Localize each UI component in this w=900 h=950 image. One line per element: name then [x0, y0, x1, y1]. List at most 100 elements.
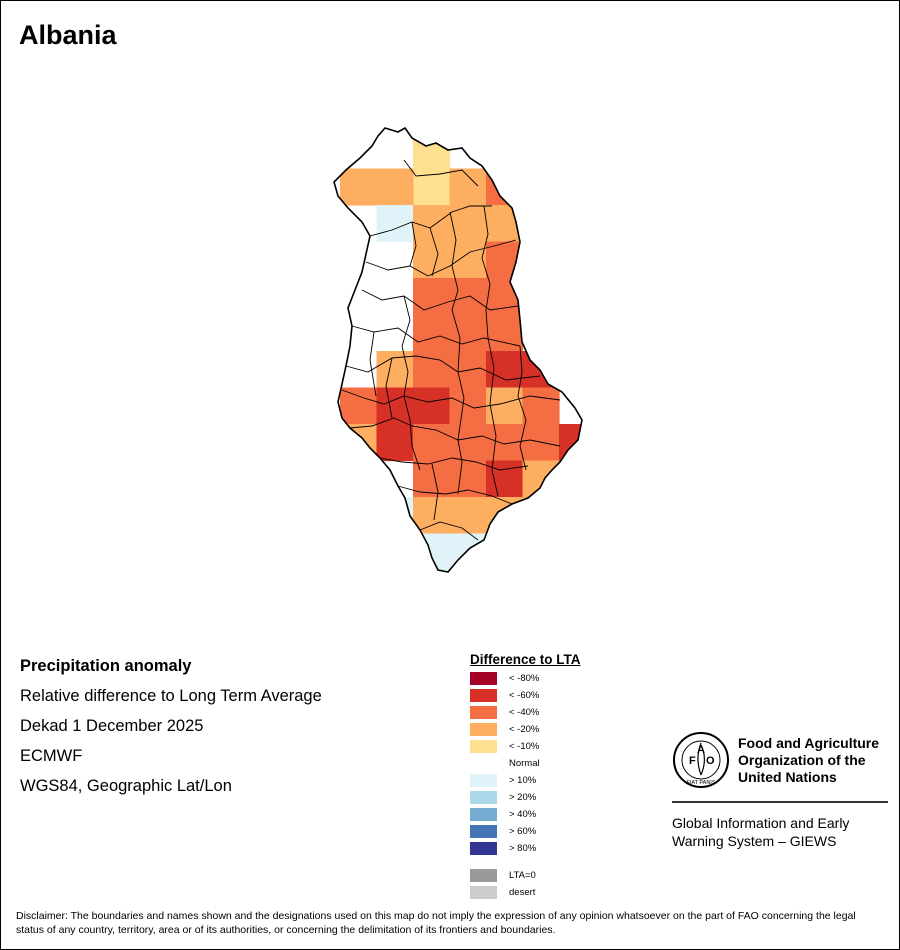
district-boundary	[403, 159, 479, 187]
legend-swatch	[470, 842, 497, 855]
legend-label: > 20%	[509, 792, 537, 803]
fao-logo: F A O FIAT PANIS	[673, 732, 729, 788]
grid-cell	[559, 460, 582, 498]
legend-label: < -10%	[509, 741, 540, 752]
district-boundary	[449, 211, 465, 495]
country-title: Albania	[19, 20, 117, 50]
district-boundary	[397, 485, 513, 505]
grid-cell	[449, 497, 487, 535]
grid-cell	[340, 424, 378, 462]
district-boundary	[419, 521, 479, 541]
grid-cell	[449, 424, 487, 462]
legend-label: < -20%	[509, 724, 540, 735]
legend-label: Normal	[509, 758, 540, 769]
legend-title: Difference to LTA	[470, 652, 581, 667]
grid-cell	[449, 533, 487, 571]
district-boundary	[401, 295, 421, 471]
organization-name-line: Food and Agriculture	[738, 735, 880, 751]
district-boundary	[481, 205, 499, 497]
district-boundary	[517, 345, 527, 471]
fao-logo-letter: A	[697, 744, 705, 756]
legend-swatch	[470, 706, 497, 719]
grid-cell	[486, 460, 524, 498]
legend-swatch	[470, 672, 497, 685]
grid-cell	[376, 387, 414, 425]
legend-swatch	[470, 740, 497, 753]
period-label: Dekad 1 December 2025	[20, 717, 204, 735]
grid-cell	[449, 168, 487, 206]
disclaimer: Disclaimer: The boundaries and names sho…	[16, 910, 856, 936]
grid-cell	[413, 424, 451, 462]
district-boundary	[431, 463, 439, 521]
grid-cell	[376, 497, 414, 535]
logo-divider	[672, 801, 888, 803]
legend-swatch	[470, 825, 497, 838]
grid-cell	[449, 241, 487, 279]
data-source: ECMWF	[20, 747, 83, 765]
grid-cell	[522, 460, 560, 498]
grid-cell	[486, 387, 524, 425]
grid-cell	[376, 424, 414, 462]
product-title: Precipitation anomaly	[20, 657, 192, 675]
legend-label: > 80%	[509, 843, 537, 854]
legend-label: < -40%	[509, 707, 540, 718]
grid-cell	[522, 497, 560, 535]
grid-cell	[486, 314, 524, 352]
district-boundary	[365, 239, 517, 277]
legend-swatch	[470, 723, 497, 736]
legend-swatch	[470, 886, 497, 899]
fao-logo-motto: FIAT PANIS	[686, 780, 715, 786]
grid-cell	[522, 205, 560, 243]
grid-cell	[413, 278, 451, 316]
fao-logo-letter: O	[706, 755, 715, 767]
legend-label: > 40%	[509, 809, 537, 820]
giews-line: Global Information and Early	[672, 815, 850, 831]
precipitation-anomaly-map	[333, 126, 583, 573]
legend-swatch	[470, 791, 497, 804]
legend-label: desert	[509, 887, 536, 898]
fao-logo-letter: F	[689, 755, 696, 767]
district-boundary	[409, 221, 417, 267]
grid-cell	[413, 241, 451, 279]
legend-label: LTA=0	[509, 870, 536, 881]
district-boundary	[379, 457, 529, 471]
product-description: Relative difference to Long Term Average	[20, 687, 322, 705]
district-boundary	[429, 227, 439, 277]
legend-label: < -80%	[509, 673, 540, 684]
district-boundary	[385, 357, 393, 419]
grid-cell	[413, 387, 451, 425]
district-boundary	[341, 389, 561, 409]
grid-cell	[522, 241, 560, 279]
legend-label: < -60%	[509, 690, 540, 701]
district-boundary	[345, 355, 541, 381]
grid-cell	[413, 205, 451, 243]
giews-line: Warning System – GIEWS	[672, 833, 837, 849]
grid-cell	[449, 570, 487, 572]
district-boundary	[369, 331, 377, 397]
legend-swatch	[470, 869, 497, 882]
legend-label: > 10%	[509, 775, 537, 786]
projection-label: WGS84, Geographic Lat/Lon	[20, 777, 232, 795]
grid-cell	[522, 168, 560, 206]
grid-cell	[413, 168, 451, 206]
legend-label: > 60%	[509, 826, 537, 837]
anomaly-grid	[340, 132, 582, 572]
legend-swatch	[470, 808, 497, 821]
giews-label: Global Information and Early Warning Sys…	[672, 814, 892, 850]
grid-cell	[413, 351, 451, 389]
grid-cell	[413, 533, 451, 571]
district-boundary	[351, 325, 521, 347]
grid-cell	[413, 314, 451, 352]
grid-cell	[522, 278, 560, 316]
country-border	[333, 126, 583, 573]
grid-cell	[413, 132, 451, 170]
grid-cell	[449, 314, 487, 352]
grid-cell	[340, 387, 378, 425]
district-boundary	[349, 417, 561, 447]
grid-cell	[376, 168, 414, 206]
grid-cell	[522, 387, 560, 425]
grid-cell	[486, 205, 524, 243]
legend-swatch	[470, 774, 497, 787]
grid-cell	[449, 460, 487, 498]
grid-cell	[486, 424, 524, 462]
